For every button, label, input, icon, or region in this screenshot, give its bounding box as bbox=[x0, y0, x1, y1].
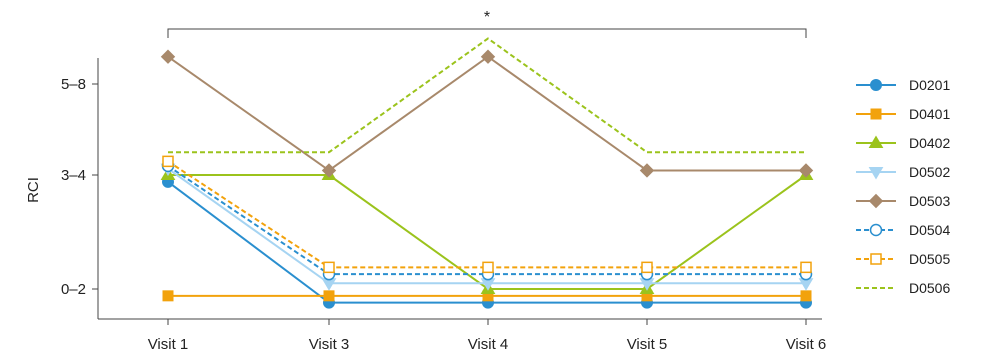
x-tick-label: Visit 6 bbox=[786, 336, 827, 353]
legend-marker bbox=[869, 223, 883, 237]
series-d0505 bbox=[162, 155, 812, 274]
legend-marker bbox=[870, 108, 882, 120]
y-tick-label: 3–4 bbox=[61, 167, 86, 184]
x-tick-label: Visit 4 bbox=[468, 336, 509, 353]
data-point-d0503-visit-4 bbox=[480, 49, 496, 64]
series-line-d0503 bbox=[167, 55, 806, 172]
legend-marker bbox=[868, 167, 884, 180]
legend-item-d0506: D0506 bbox=[856, 280, 950, 296]
data-point-d0401-visit-1 bbox=[162, 290, 174, 302]
data-point-d0401-visit-3 bbox=[323, 290, 335, 302]
legend-item-d0402: D0402 bbox=[856, 135, 950, 151]
legend-label: D0502 bbox=[909, 164, 950, 180]
legend-marker bbox=[870, 253, 882, 265]
legend: D0201 D0401 D0402 D0502 D0503 D0504 D0505 D0506 bbox=[856, 77, 950, 296]
series-line-d0505 bbox=[167, 160, 806, 269]
significance-label: * bbox=[484, 9, 490, 26]
y-tick-label: 0–2 bbox=[61, 281, 86, 298]
x-tick-label: Visit 3 bbox=[309, 336, 350, 353]
data-point-d0505-visit-1 bbox=[162, 155, 174, 168]
data-point-d0503-visit-5 bbox=[639, 163, 655, 178]
legend-marker bbox=[870, 79, 882, 91]
data-point-d0505-visit-6 bbox=[800, 261, 812, 274]
legend-item-d0502: D0502 bbox=[856, 164, 950, 180]
legend-item-d0505: D0505 bbox=[856, 251, 950, 267]
legend-item-d0201: D0201 bbox=[856, 77, 950, 93]
legend-label: D0201 bbox=[909, 77, 950, 93]
series-d0503 bbox=[160, 49, 814, 178]
legend-label: D0505 bbox=[909, 251, 950, 267]
x-tick-label: Visit 5 bbox=[627, 336, 668, 353]
legend-label: D0503 bbox=[909, 193, 950, 209]
significance-bracket-line bbox=[167, 28, 807, 38]
data-point-d0505-visit-5 bbox=[641, 261, 653, 274]
series-d0506 bbox=[168, 37, 806, 154]
legend-label: D0504 bbox=[909, 222, 950, 238]
data-point-d0505-visit-4 bbox=[482, 261, 494, 274]
legend-label: D0506 bbox=[909, 280, 950, 296]
x-tick-label: Visit 1 bbox=[148, 336, 189, 353]
series-line-d0506 bbox=[168, 37, 806, 154]
data-point-d0503-visit-1 bbox=[160, 49, 176, 64]
data-point-d0401-visit-6 bbox=[800, 290, 812, 302]
legend-item-d0401: D0401 bbox=[856, 106, 950, 122]
axes: 0–2 3–4 5–8 RCI Visit 1 Visit 3 Visit 4 Visit 5… bbox=[25, 58, 826, 353]
legend-label: D0402 bbox=[909, 135, 950, 151]
legend-item-d0504: D0504 bbox=[856, 222, 950, 238]
significance-bracket: * bbox=[167, 9, 807, 38]
legend-label: D0401 bbox=[909, 106, 950, 122]
y-axis-label: RCI bbox=[25, 177, 42, 203]
legend-marker bbox=[868, 193, 884, 209]
data-point-d0503-visit-6 bbox=[798, 163, 814, 178]
series-line-d0504 bbox=[167, 165, 806, 276]
y-tick-label: 5–8 bbox=[61, 76, 86, 93]
series-layer bbox=[160, 37, 814, 309]
legend-item-d0503: D0503 bbox=[856, 193, 950, 209]
series-d0401 bbox=[162, 290, 812, 302]
legend-marker bbox=[868, 135, 884, 148]
data-point-d0503-visit-3 bbox=[321, 163, 337, 178]
data-point-d0505-visit-3 bbox=[323, 261, 335, 274]
